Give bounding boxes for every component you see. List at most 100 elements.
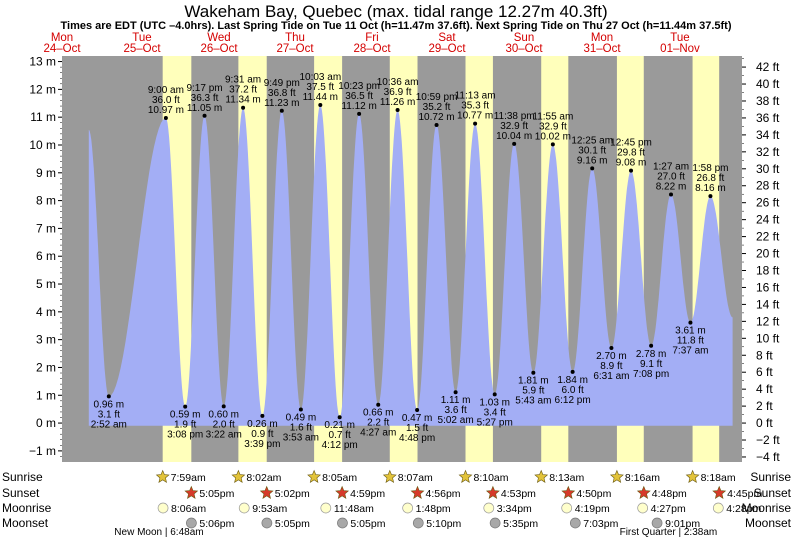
- tide-label-m: 10.02 m: [535, 131, 571, 142]
- left-tick-label: 6 m: [36, 249, 56, 263]
- right-tick-label: 36 ft: [756, 111, 780, 125]
- tide-label-time: 9:17 pm: [186, 83, 222, 94]
- tide-label-ft: 6.0 ft: [562, 385, 584, 396]
- moonset-icon: [651, 517, 663, 529]
- day-date-label: 29–Oct: [428, 43, 466, 55]
- tide-label-time: 3:39 pm: [244, 439, 280, 450]
- sunrise-icon: [685, 469, 700, 483]
- tide-label-ft: 1.9 ft: [174, 420, 196, 431]
- moonrise-icon: [637, 502, 649, 514]
- day-date-label: 26–Oct: [200, 43, 238, 55]
- moonset-time: 5:05pm: [275, 518, 310, 530]
- sunrise-icon: [534, 469, 549, 483]
- day-date-label: 30–Oct: [505, 43, 543, 55]
- tide-label-time: 10:03 am: [299, 72, 341, 83]
- tide-label-time: 9:00 am: [148, 85, 184, 96]
- left-tick-label: 5 m: [36, 277, 56, 291]
- moon-phase-label: First Quarter | 2:38am: [620, 527, 718, 538]
- tide-point: [492, 392, 497, 397]
- tide-point: [318, 102, 323, 107]
- tide-point: [550, 142, 555, 147]
- right-tick-label: 38 ft: [756, 94, 780, 108]
- right-tick-label: −4 ft: [756, 450, 780, 464]
- sunrise-time: 8:16am: [625, 472, 660, 484]
- right-tick-label: 12 ft: [756, 314, 780, 328]
- tide-label-m: 1.03 m: [479, 397, 510, 408]
- tide-label-ft: 37.2 ft: [229, 85, 257, 96]
- day-date-label: 24–Oct: [43, 43, 81, 55]
- tide-label-ft: 1.6 ft: [290, 422, 312, 433]
- sunrise-icon: [609, 469, 624, 483]
- tide-point: [531, 370, 536, 375]
- sunset-time: 4:56pm: [426, 488, 461, 500]
- tide-point: [473, 121, 478, 126]
- day-date-label: 27–Oct: [276, 43, 314, 55]
- left-tick-label: 3 m: [36, 333, 56, 347]
- moonrise-time: 4:19pm: [575, 503, 610, 515]
- moonrise-time: 8:06am: [171, 503, 206, 515]
- moonrise-icon: [712, 502, 724, 514]
- day-name-label: Tue: [132, 32, 151, 44]
- tide-point: [241, 105, 246, 110]
- tide-point: [163, 116, 168, 121]
- sunset-time: 4:50pm: [576, 488, 611, 500]
- tide-point: [415, 407, 420, 412]
- tide-label-ft: 36.3 ft: [191, 93, 219, 104]
- tide-curve: [88, 104, 733, 426]
- tide-label-ft: 3.6 ft: [444, 405, 466, 416]
- moonrise-row-label-left: Moonrise: [2, 501, 52, 515]
- day-name-label: Thu: [285, 32, 305, 44]
- tide-point: [395, 107, 400, 112]
- tide-label-ft: 11.8 ft: [677, 336, 704, 347]
- tide-label-ft: 2.2 ft: [367, 418, 389, 429]
- tide-point: [629, 168, 634, 173]
- chart-subtitle: Times are EDT (UTC –4.0hrs). Last Spring…: [61, 20, 732, 32]
- left-axis-meters: −1 m 0 m 1 m 2 m 3 m 4 m 5 m 6 m 7 m 8 m 9 m 10 m 11…: [29, 55, 62, 458]
- left-tick-label: 10 m: [29, 138, 56, 152]
- moonrise-icon: [483, 502, 495, 514]
- moonrise-icon: [561, 502, 573, 514]
- tide-point: [183, 404, 188, 409]
- tide-point: [434, 122, 439, 127]
- tide-label-time: 4:48 pm: [399, 433, 435, 444]
- tide-label-time: 5:43 am: [515, 396, 551, 407]
- tide-label-time: 10:23 pm: [338, 81, 380, 92]
- left-tick-label: −1 m: [29, 444, 56, 458]
- sunset-icon: [259, 485, 274, 499]
- tide-point: [279, 108, 284, 113]
- tide-label-ft: 5.9 ft: [522, 386, 544, 397]
- tide-label-ft: 29.8 ft: [617, 148, 645, 159]
- sunset-row-label-left: Sunset: [2, 486, 40, 500]
- tide-label-m: 2.70 m: [596, 351, 627, 362]
- sunset-time: 5:02pm: [275, 488, 310, 500]
- right-tick-label: 2 ft: [756, 399, 773, 413]
- sunrise-time: 8:18am: [701, 472, 736, 484]
- sunset-row-label-right: Sunset: [754, 486, 792, 500]
- moonrise-time: 3:34pm: [497, 503, 532, 515]
- tide-label-m: 0.59 m: [170, 410, 201, 421]
- moonset-icon: [569, 517, 581, 529]
- tide-label-m: 0.21 m: [324, 420, 355, 431]
- tide-label-time: 6:12 pm: [555, 395, 591, 406]
- moonrise-time: 1:48pm: [416, 503, 451, 515]
- moonset-time: 5:05pm: [350, 518, 385, 530]
- tide-point: [649, 343, 654, 348]
- right-tick-label: 0 ft: [756, 416, 773, 430]
- sunrise-time: 8:02am: [246, 472, 281, 484]
- tide-label-time: 11:13 am: [455, 91, 496, 102]
- tide-label-m: 10.97 m: [148, 105, 184, 116]
- tide-label-m: 1.11 m: [441, 395, 471, 406]
- tide-label-m: 11.05 m: [187, 103, 222, 114]
- moonset-row-label-right: Moonset: [745, 516, 792, 530]
- sunrise-icon: [458, 469, 473, 483]
- day-name-label: Mon: [51, 32, 73, 44]
- tide-label-m: 9.16 m: [577, 155, 608, 166]
- tide-label-time: 11:38 pm: [494, 111, 535, 122]
- tide-label-m: 1.81 m: [518, 376, 549, 387]
- tide-label-m: 11.44 m: [303, 92, 338, 103]
- sunset-icon: [712, 485, 727, 499]
- tide-label-time: 3:22 am: [206, 429, 242, 440]
